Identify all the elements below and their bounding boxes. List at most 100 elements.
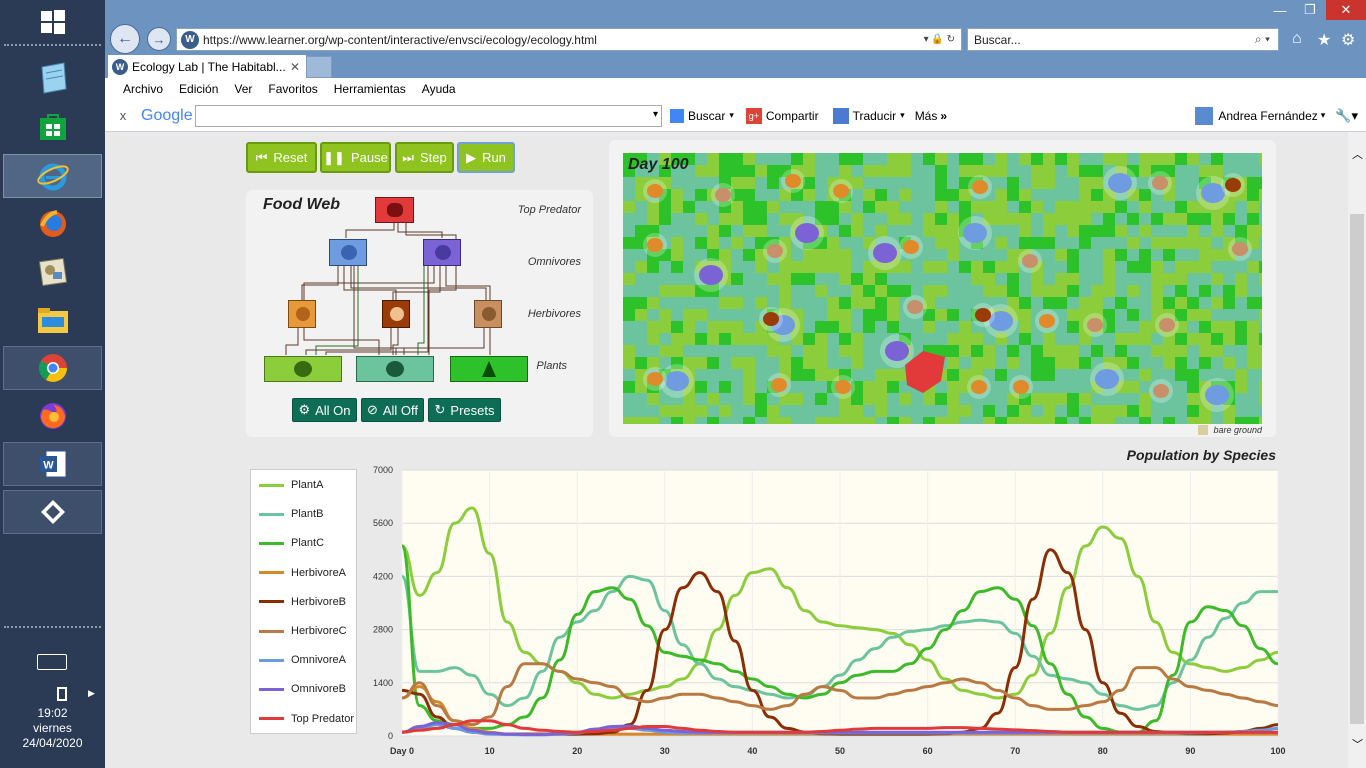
forward-icon[interactable]: →	[147, 27, 171, 51]
tray-expand-icon[interactable]: ▶	[88, 688, 95, 698]
internet-explorer-icon[interactable]	[3, 154, 102, 198]
close-window-icon[interactable]: ✕	[1326, 0, 1366, 20]
restore-icon[interactable]: ❐	[1304, 2, 1316, 17]
traducir-button[interactable]: Traducir	[852, 108, 897, 123]
herbivore-b-node[interactable]	[382, 300, 410, 328]
presets-button[interactable]: ↻ Presets	[428, 398, 501, 422]
minimize-icon[interactable]: —	[1273, 2, 1287, 18]
plant-b-node[interactable]	[356, 356, 434, 382]
address-controls-icon[interactable]: ▾ 🔒 ↻	[923, 34, 955, 45]
word-icon[interactable]: W	[3, 442, 102, 486]
habitat-grid[interactable]	[623, 153, 1262, 424]
grid-cell	[899, 177, 911, 189]
grid-cell	[863, 165, 875, 177]
url-text[interactable]: https://www.learner.org/wp-content/inter…	[203, 32, 597, 47]
plant-c-node[interactable]	[450, 356, 528, 382]
grid-cell	[1115, 357, 1127, 369]
grid-cell	[875, 201, 887, 213]
grid-cell	[719, 321, 731, 333]
grid-cell	[851, 405, 863, 417]
grid-cell	[851, 165, 863, 177]
grid-cell	[1223, 201, 1235, 213]
scroll-up-icon[interactable]: ︿	[1352, 149, 1363, 161]
grid-cell	[1043, 405, 1055, 417]
step-button[interactable]: ⏭ Step	[395, 142, 454, 173]
top-predator-node[interactable]	[375, 197, 414, 223]
mas-button[interactable]: Más	[914, 108, 938, 123]
pause-button[interactable]: ❚❚ Pause	[320, 142, 391, 173]
favorites-star-icon[interactable]: ★	[1317, 32, 1332, 49]
wrench-icon[interactable]: 🔧▾	[1335, 107, 1358, 123]
herbivore-a-node[interactable]	[288, 300, 316, 328]
grid-cell	[947, 201, 959, 213]
grid-cell	[851, 177, 863, 189]
firefox-old-icon[interactable]	[3, 202, 102, 246]
grid-cell	[923, 201, 935, 213]
legend-item: OmnivoreB	[259, 682, 346, 696]
new-tab-button[interactable]	[306, 56, 332, 78]
tab-close-icon[interactable]: ✕	[289, 59, 300, 74]
run-button[interactable]: ▶ Run	[457, 142, 515, 173]
clock[interactable]: 19:02 viernes 24/04/2020	[0, 706, 105, 751]
control-panel-icon[interactable]	[3, 250, 102, 294]
grid-cell	[1175, 333, 1187, 345]
grid-cell	[731, 165, 743, 177]
store-icon[interactable]	[3, 105, 102, 149]
menu-edicion[interactable]: Edición	[179, 82, 219, 96]
search-box[interactable]: Buscar... ⌕ ▾	[967, 28, 1279, 51]
settings-gear-icon[interactable]: ⚙	[1341, 32, 1356, 49]
user-name[interactable]: Andrea Fernández	[1218, 108, 1318, 123]
tab-ecology-lab[interactable]: W Ecology Lab | The Habitabl... ✕	[108, 55, 306, 78]
search-placeholder[interactable]: Buscar...	[974, 32, 1021, 47]
grid-cell	[1187, 153, 1199, 165]
grid-cell	[683, 261, 695, 273]
omnivore-b-node[interactable]	[423, 239, 461, 266]
search-icon[interactable]: ⌕ ▾	[1254, 32, 1270, 46]
herbivore-c-node[interactable]	[474, 300, 502, 328]
menu-ayuda[interactable]: Ayuda	[421, 82, 456, 96]
battery-icon[interactable]	[57, 687, 67, 701]
grid-cell	[1151, 273, 1163, 285]
file-explorer-icon[interactable]	[3, 298, 102, 342]
address-bar[interactable]: W https://www.learner.org/wp-content/int…	[176, 28, 962, 51]
menu-favoritos[interactable]: Favoritos	[268, 82, 318, 96]
grid-cell	[659, 153, 671, 165]
grid-cell	[647, 285, 659, 297]
all-on-button[interactable]: ⚙ All On	[292, 398, 357, 422]
scroll-down-icon[interactable]: ﹀	[1352, 739, 1363, 751]
grid-cell	[815, 165, 827, 177]
google-search-input[interactable]: ▾	[195, 104, 662, 127]
grid-cell	[851, 357, 863, 369]
toolbar-close[interactable]: x	[119, 108, 127, 123]
buscar-dropdown-icon[interactable]: ▾	[729, 110, 734, 120]
grid-cell	[755, 261, 767, 273]
firefox-icon[interactable]	[3, 394, 102, 438]
notepad-icon[interactable]	[3, 56, 102, 100]
user-dropdown-icon[interactable]: ▾	[1320, 110, 1326, 120]
grid-cell	[1163, 369, 1175, 381]
menu-ver[interactable]: Ver	[234, 82, 253, 96]
plant-a-node[interactable]	[264, 356, 342, 382]
grid-cell	[803, 285, 815, 297]
windows-start-icon[interactable]	[3, 0, 102, 44]
menu-archivo[interactable]: Archivo	[123, 82, 164, 96]
home-icon[interactable]: ⌂	[1292, 30, 1302, 47]
all-off-button[interactable]: ⊘ All Off	[361, 398, 424, 422]
omnivore-a-node[interactable]	[329, 239, 367, 266]
buscar-button[interactable]: Buscar	[688, 108, 726, 123]
reset-button[interactable]: ⏮ Reset	[246, 142, 317, 173]
chrome-icon[interactable]	[3, 346, 102, 390]
scroll-thumb[interactable]	[1350, 214, 1364, 724]
more-chevron-icon[interactable]: »	[940, 108, 948, 123]
teamviewer-icon[interactable]	[3, 490, 102, 534]
back-icon[interactable]: ←	[110, 24, 140, 54]
grid-cell	[1247, 261, 1259, 273]
menu-herramientas[interactable]: Herramientas	[333, 82, 406, 96]
vertical-scrollbar[interactable]: ︿ ﹀	[1348, 132, 1366, 768]
grid-cell	[755, 369, 767, 381]
keyboard-icon[interactable]	[37, 654, 67, 670]
grid-cell	[815, 417, 827, 424]
compartir-button[interactable]: Compartir	[765, 108, 819, 123]
grid-cell	[1199, 273, 1211, 285]
traducir-dropdown-icon[interactable]: ▾	[900, 110, 905, 120]
